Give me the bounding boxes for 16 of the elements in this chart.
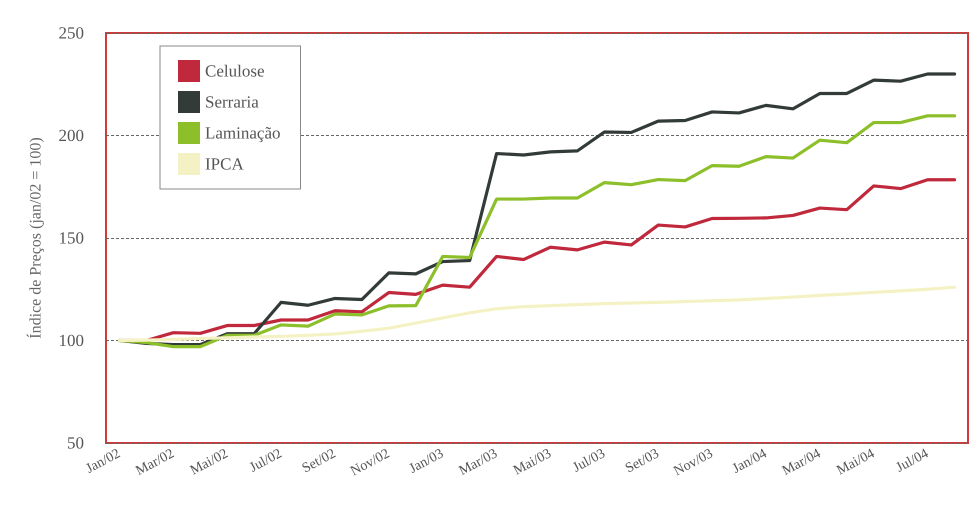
y-tick-label: 50 (67, 434, 84, 452)
x-tick-label: Jul/03 (570, 446, 608, 476)
y-tick-label: 100 (58, 331, 84, 350)
y-axis-title: Índice de Preços (jan/02 = 100) (26, 137, 44, 339)
y-tick-label: 250 (58, 24, 84, 42)
x-tick-label: Set/02 (300, 446, 338, 476)
legend-label: Laminação (205, 124, 281, 142)
legend-label: IPCA (205, 154, 244, 174)
y-tick-label: 150 (58, 228, 84, 248)
y-tick-label: 200 (58, 126, 84, 145)
line-series (118, 286, 956, 342)
legend-label: Serraria (205, 92, 260, 112)
x-tick-label: Jul/04 (894, 446, 932, 476)
x-tick-label: Jul/02 (247, 446, 285, 476)
x-tick-label: Set/03 (623, 446, 662, 476)
legend-label: Celulose (205, 62, 264, 80)
